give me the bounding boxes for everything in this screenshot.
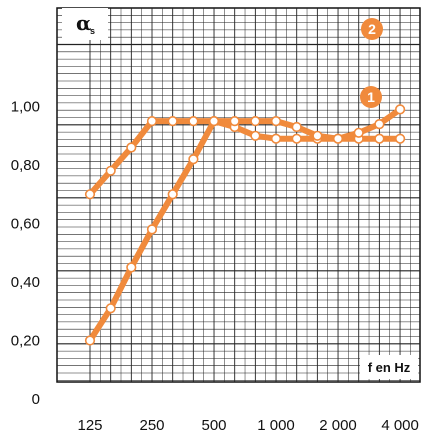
series-badge-label: 2: [368, 21, 376, 37]
y-tick-label: 0: [32, 391, 40, 408]
x-tick-label: 4 000: [381, 417, 419, 434]
series-badge-label: 1: [367, 89, 375, 105]
series-point-1: [250, 130, 261, 141]
y-tick-label: 0,80: [11, 157, 40, 174]
series-point-1: [126, 142, 137, 153]
y-tick-label: 0,60: [11, 216, 40, 233]
series-point-1: [188, 115, 199, 127]
series-line-2: [87, 106, 404, 344]
plot-frame: [56, 7, 421, 383]
series-point-1: [105, 165, 116, 176]
series-point-1: [270, 133, 282, 144]
series-point-2: [312, 130, 323, 141]
series-point-1: [167, 115, 178, 127]
x-tick-label: 125: [77, 417, 102, 434]
y-axis-subscript: s: [90, 26, 95, 36]
series-point-2: [270, 115, 282, 127]
x-tick-label: 500: [201, 417, 226, 434]
series-point-2: [332, 133, 344, 144]
legend-badges: 12: [360, 18, 383, 108]
x-axis-title: f en Hz: [360, 355, 418, 379]
series-point-2: [208, 115, 220, 127]
series-point-1: [374, 133, 385, 144]
y-axis-symbol: α: [76, 11, 91, 35]
series-point-2: [188, 154, 199, 165]
series-point-2: [353, 127, 364, 138]
series-point-1: [146, 115, 158, 127]
x-tick-label: 2 000: [319, 417, 357, 434]
x-tick-labels: 125 250 500 1 000 2 000 4 000: [77, 417, 418, 434]
series-point-2: [146, 224, 158, 235]
series-point-2: [291, 121, 302, 133]
x-axis-unit: f en Hz: [368, 360, 411, 375]
y-tick-label: 0,40: [11, 274, 40, 291]
series-group: [84, 104, 406, 346]
series-point-2: [395, 104, 406, 115]
series-point-2: [167, 189, 178, 200]
y-axis-title: α s: [62, 8, 108, 40]
series-point-1: [395, 133, 406, 144]
x-tick-label: 1 000: [257, 417, 295, 434]
x-tick-label: 250: [139, 417, 164, 434]
grid: [56, 7, 421, 383]
series-point-2: [105, 303, 116, 314]
y-tick-labels: 0 0,20 0,40 0,60 0,80 1,00: [11, 99, 40, 409]
series-point-1: [291, 133, 302, 144]
series-point-2: [250, 115, 261, 127]
series-badge-1: [360, 86, 382, 108]
series-badge-2: [361, 18, 383, 40]
y-tick-label: 0,20: [11, 333, 40, 350]
series-point-2: [229, 115, 240, 127]
series-point-2: [374, 118, 385, 130]
series-point-1: [84, 189, 96, 200]
y-tick-label: 1,00: [11, 99, 40, 116]
series-point-2: [84, 335, 96, 346]
series-point-2: [126, 262, 137, 273]
